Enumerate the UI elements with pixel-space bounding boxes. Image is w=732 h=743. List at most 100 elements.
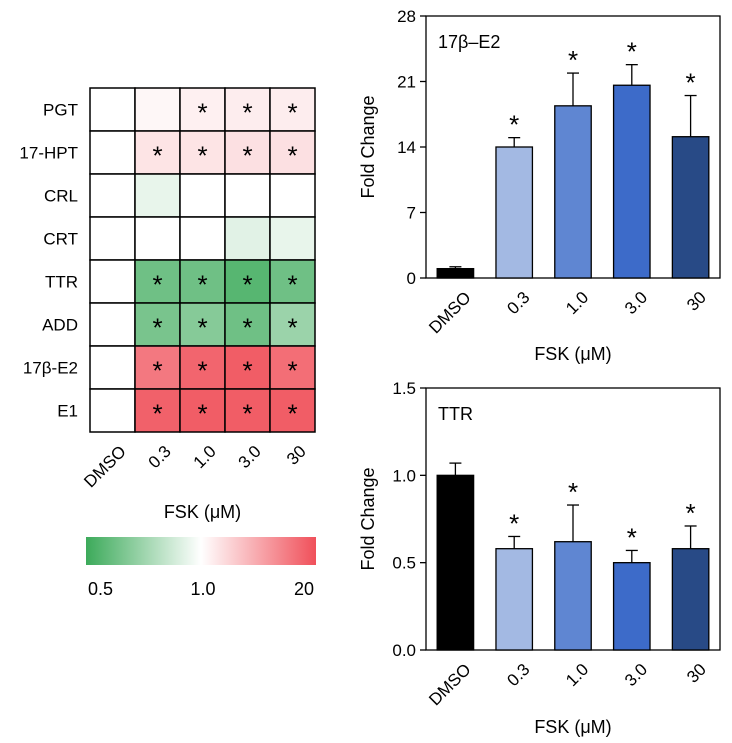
significance-marker: * bbox=[242, 399, 252, 429]
heatmap-cell bbox=[179, 216, 226, 261]
significance-marker: * bbox=[197, 270, 207, 300]
y-tick-label: 0.0 bbox=[392, 641, 416, 660]
colorbar-tick-label: 20 bbox=[294, 579, 314, 599]
heatmap-cell bbox=[269, 388, 316, 433]
heatmap-cell bbox=[179, 87, 226, 132]
heatmap-cell bbox=[179, 173, 226, 218]
significance-marker: * bbox=[197, 141, 207, 171]
heatmap-cell bbox=[134, 302, 181, 347]
heatmap-cell bbox=[134, 216, 181, 261]
bar-chart-ttr: 0.0 0.5 1.0 1.5 Fold Change TTR DMSO * 0.3 * 1.0 * 3… bbox=[358, 379, 721, 737]
bar bbox=[495, 548, 534, 651]
chart-title: 17β–E2 bbox=[438, 32, 500, 52]
heatmap-row-label: CRL bbox=[44, 187, 78, 206]
x-tick-label: 3.0 bbox=[621, 660, 651, 690]
heatmap-cell bbox=[134, 173, 181, 218]
heatmap-cell bbox=[179, 388, 226, 433]
heatmap-cell bbox=[224, 302, 271, 347]
y-tick-label: 0 bbox=[407, 269, 416, 288]
significance-marker: * bbox=[242, 141, 252, 171]
bar bbox=[554, 105, 592, 279]
significance-marker: * bbox=[509, 508, 519, 538]
significance-marker: * bbox=[287, 313, 297, 343]
y-tick-label: 1.0 bbox=[392, 466, 416, 485]
significance-marker: * bbox=[242, 313, 252, 343]
heatmap-cell bbox=[224, 388, 271, 433]
x-tick-label: 30 bbox=[683, 660, 710, 687]
x-tick-label: DMSO bbox=[425, 660, 474, 709]
heatmap-column-label: DMSO bbox=[80, 442, 129, 491]
heatmap-column-label: 1.0 bbox=[190, 442, 220, 472]
heatmap-row-label: E1 bbox=[57, 402, 78, 421]
heatmap-cell bbox=[269, 173, 316, 218]
heatmap-cell bbox=[224, 173, 271, 218]
heatmap-cell bbox=[89, 216, 136, 261]
y-tick-label: 28 bbox=[397, 7, 416, 26]
heatmap-column-label: 30 bbox=[283, 442, 310, 469]
heatmap-row-label: PGT bbox=[43, 101, 78, 120]
bar bbox=[436, 267, 475, 279]
heatmap-cell bbox=[134, 388, 181, 433]
x-tick-label: 1.0 bbox=[562, 288, 592, 318]
x-tick-label: 0.3 bbox=[503, 660, 533, 690]
heatmap-cell bbox=[89, 173, 136, 218]
significance-marker: * bbox=[152, 399, 162, 429]
significance-marker: * bbox=[627, 37, 637, 67]
x-tick-label: DMSO bbox=[425, 288, 474, 337]
significance-marker: * bbox=[152, 141, 162, 171]
x-axis-title: FSK (μM) bbox=[534, 344, 611, 364]
significance-marker: * bbox=[242, 98, 252, 128]
colorbar-gradient bbox=[86, 537, 316, 565]
heatmap-column-label: 0.3 bbox=[145, 442, 175, 472]
colorbar-tick-label: 0.5 bbox=[88, 579, 113, 599]
significance-marker: * bbox=[686, 498, 696, 528]
heatmap-cell bbox=[89, 345, 136, 390]
heatmap-cell bbox=[134, 345, 181, 390]
heatmap-cell bbox=[89, 302, 136, 347]
y-axis-title: Fold Change bbox=[358, 467, 378, 570]
heatmap-cell bbox=[134, 259, 181, 304]
y-tick-label: 14 bbox=[397, 138, 416, 157]
bar bbox=[671, 136, 710, 279]
significance-marker: * bbox=[197, 313, 207, 343]
significance-marker: * bbox=[197, 399, 207, 429]
y-tick-label: 7 bbox=[407, 204, 416, 223]
y-axis-title: Fold Change bbox=[358, 95, 378, 198]
significance-marker: * bbox=[152, 356, 162, 386]
heatmap-cell bbox=[134, 87, 181, 132]
heatmap-cell bbox=[89, 259, 136, 304]
heatmap-row-label: CRT bbox=[43, 230, 78, 249]
y-tick-label: 21 bbox=[397, 73, 416, 92]
heatmap-row-label: 17β-E2 bbox=[23, 359, 78, 378]
bar bbox=[671, 548, 710, 651]
heatmap-cell bbox=[224, 259, 271, 304]
bar bbox=[554, 541, 592, 651]
significance-marker: * bbox=[287, 356, 297, 386]
x-tick-label: 3.0 bbox=[621, 288, 651, 318]
heatmap-cell bbox=[89, 87, 136, 132]
bar bbox=[612, 84, 651, 279]
bar bbox=[495, 146, 534, 279]
significance-marker: * bbox=[197, 98, 207, 128]
significance-marker: * bbox=[242, 270, 252, 300]
colorbar-tick-label: 1.0 bbox=[190, 579, 215, 599]
significance-marker: * bbox=[287, 141, 297, 171]
heatmap-cell bbox=[179, 345, 226, 390]
significance-marker: * bbox=[197, 356, 207, 386]
heatmap-cell bbox=[224, 130, 271, 175]
significance-marker: * bbox=[509, 110, 519, 140]
significance-marker: * bbox=[152, 270, 162, 300]
heatmap-row-label: ADD bbox=[42, 316, 78, 335]
heatmap-cell bbox=[224, 216, 271, 261]
heatmap-cell bbox=[89, 130, 136, 175]
significance-marker: * bbox=[287, 270, 297, 300]
significance-marker: * bbox=[627, 522, 637, 552]
y-tick-label: 0.5 bbox=[392, 554, 416, 573]
significance-marker: * bbox=[568, 45, 578, 75]
colorbar: 0.5 1.0 20 bbox=[86, 537, 316, 599]
significance-marker: * bbox=[686, 68, 696, 98]
significance-marker: * bbox=[287, 98, 297, 128]
heatmap-panel: PGT * * * 17-HPT * * * * CRL CRT TTR * * * * ADD * * * * 17β-… bbox=[19, 87, 316, 522]
heatmap-cell bbox=[269, 216, 316, 261]
